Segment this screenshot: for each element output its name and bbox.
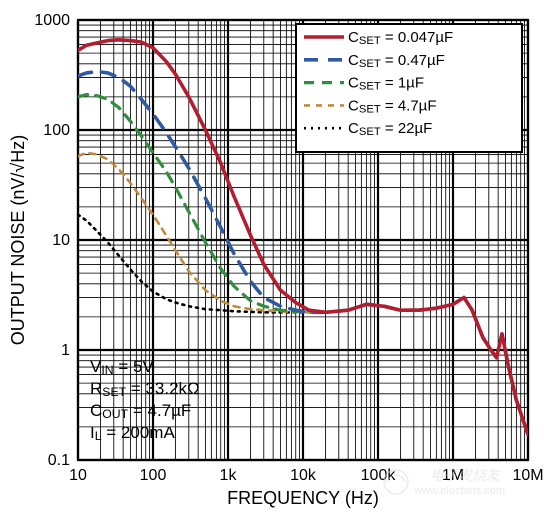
svg-text:电子发烧友: 电子发烧友 <box>430 467 502 483</box>
conditions-line: VIN = 5V <box>90 357 154 377</box>
y-tick: 1000 <box>34 12 70 29</box>
chart-svg: 101001k10k100k1M10M0.11101001000FREQUENC… <box>0 0 544 514</box>
x-tick: 10M <box>512 467 543 484</box>
y-tick: 100 <box>43 122 70 139</box>
x-tick: 10 <box>69 467 87 484</box>
x-tick: 100k <box>361 467 397 484</box>
svg-text:www.elecfans.com: www.elecfans.com <box>413 485 505 497</box>
x-axis-label: FREQUENCY (Hz) <box>227 488 379 508</box>
output-noise-chart: { "chart": { "type": "line-loglog", "wid… <box>0 0 544 514</box>
x-tick: 1k <box>220 467 238 484</box>
conditions-line: IL = 200mA <box>90 423 175 443</box>
y-tick: 0.1 <box>48 452 70 469</box>
y-axis-label: OUTPUT NOISE (nV/√Hz) <box>8 135 28 346</box>
y-tick: 10 <box>52 232 70 249</box>
x-tick: 100 <box>140 467 167 484</box>
y-tick: 1 <box>61 342 70 359</box>
x-tick: 10k <box>290 467 317 484</box>
